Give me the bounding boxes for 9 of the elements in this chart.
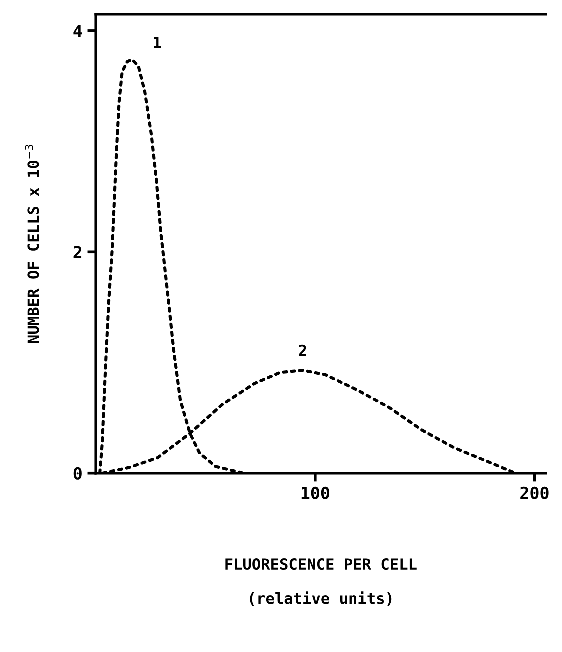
y-tick-label: 0 — [74, 467, 82, 480]
series-label: 1 — [154, 37, 162, 48]
x-tick-label: 200 — [520, 486, 549, 500]
text: FLUORESCENCE PER CELL (relative units) — [226, 558, 417, 606]
y-tick-label: 4 — [74, 25, 82, 38]
y-axis-title: NUMBER OF CELLS x 10$^{−3}$ — [25, 144, 40, 344]
series-label: 2 — [299, 344, 306, 356]
x-tick-label: 100 — [302, 486, 330, 500]
y-tick-label: 2 — [74, 246, 82, 258]
